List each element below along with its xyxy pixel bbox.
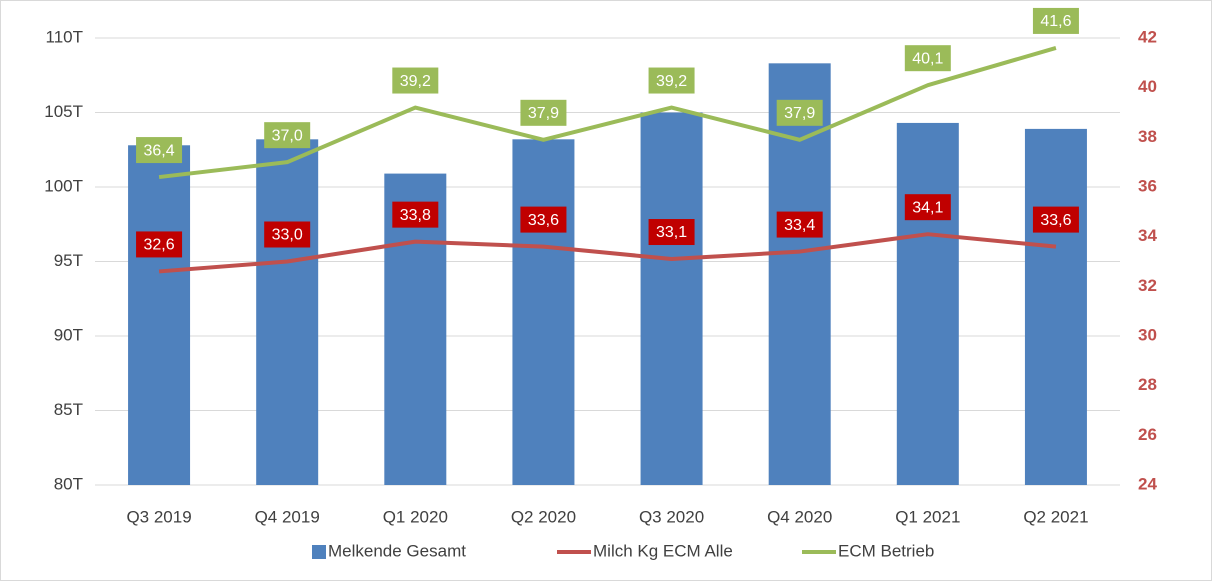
bar [768,63,831,486]
x-tick-label: Q3 2019 [126,507,191,526]
data-label: 36,4 [143,142,174,159]
data-label-box [136,137,183,164]
y-tick-label: 105T [44,102,83,121]
data-label-box [1032,206,1079,233]
data-label: 37,9 [784,105,815,122]
data-label-box [648,219,695,246]
data-label: 33,6 [528,212,559,229]
data-label: 40,1 [912,50,943,67]
y-tick-label: 80T [54,474,83,493]
y2-tick-label: 24 [1138,474,1157,493]
data-label-box [264,122,311,149]
y-tick-label: 110T [46,27,84,46]
data-label: 33,0 [272,227,303,244]
y-tick-label: 90T [54,325,83,344]
data-label-box [648,67,695,94]
y2-tick-label: 26 [1138,425,1157,444]
legend-label: Milch Kg ECM Alle [593,541,733,560]
data-label: 34,1 [912,199,943,216]
data-label: 33,8 [400,207,431,224]
legend-label: ECM Betrieb [838,541,934,560]
bar [640,112,703,485]
data-label-box [904,194,951,221]
data-label: 32,6 [143,237,174,254]
y2-tick-label: 34 [1138,226,1157,245]
line [158,232,1057,274]
x-tick-label: Q1 2021 [895,507,960,526]
y-tick-label: 95T [54,251,83,270]
bar [128,145,191,485]
y-tick-label: 100T [44,176,83,195]
y2-tick-label: 38 [1138,127,1157,146]
data-label: 33,6 [1040,212,1071,229]
data-label-box [392,67,439,94]
bar [256,139,319,485]
legend-swatch [312,545,326,559]
bar [1024,128,1087,485]
x-tick-label: Q2 2020 [511,507,576,526]
y2-tick-label: 40 [1138,77,1157,96]
x-tick-label: Q2 2021 [1023,507,1088,526]
line [158,46,1057,180]
data-label-box [392,201,439,228]
data-label-box [136,231,183,258]
data-label: 39,2 [656,73,687,90]
x-tick-label: Q1 2020 [383,507,448,526]
y2-tick-label: 36 [1138,176,1157,195]
data-label-box [904,45,951,72]
data-label: 37,9 [528,105,559,122]
y2-tick-label: 28 [1138,375,1157,394]
x-tick-label: Q4 2019 [255,507,320,526]
legend-label: Melkende Gesamt [328,541,466,560]
y2-tick-label: 42 [1138,27,1157,46]
y2-tick-label: 32 [1138,276,1157,295]
y2-tick-label: 30 [1138,325,1157,344]
data-label-box [776,99,823,126]
y-tick-label: 85T [54,400,83,419]
data-label-box [520,99,567,126]
data-label: 33,1 [656,224,687,241]
bar [512,139,575,485]
data-label-box [776,211,823,238]
data-label: 33,4 [784,217,815,234]
data-label-box [1032,7,1079,34]
bar [896,122,959,486]
data-label: 37,0 [272,127,303,144]
data-label: 39,2 [400,73,431,90]
x-tick-label: Q4 2020 [767,507,832,526]
data-label-box [520,206,567,233]
x-tick-label: Q3 2020 [639,507,704,526]
data-label: 41,6 [1040,13,1071,30]
data-label-box [264,221,311,248]
